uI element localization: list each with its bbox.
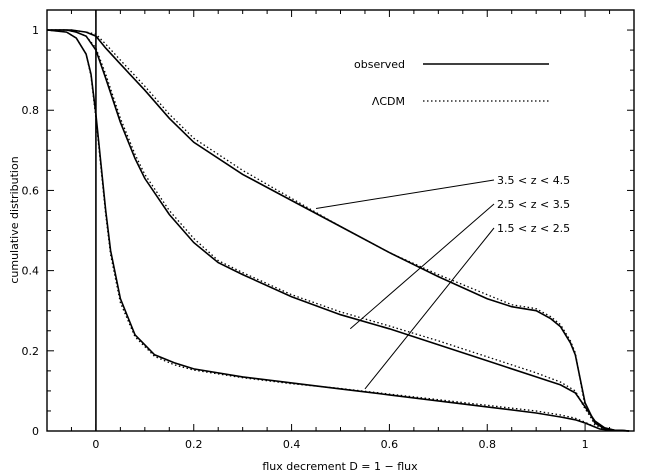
annotation-pointer-line <box>315 179 495 209</box>
ticks-group: 0 0.2 0.4 0.6 0.8 1 0 0.2 0.4 0.6 0.8 1 <box>22 9 635 451</box>
lcdm-curve-3 <box>47 29 630 432</box>
redshift-label: 3.5 < z < 4.5 <box>497 174 570 187</box>
y-tick-label: 1 <box>32 24 39 37</box>
observed-curve-1 <box>46 29 630 432</box>
x-tick-label: 0.2 <box>185 438 203 451</box>
redshift-label: 2.5 < z < 3.5 <box>497 198 570 211</box>
y-tick-label: 0.8 <box>22 104 40 117</box>
annotation-pointer-line <box>364 227 495 390</box>
legend-label: ΛCDM <box>372 95 405 108</box>
x-tick-label: 0 <box>92 438 99 451</box>
y-tick-label: 0 <box>32 425 39 438</box>
y-tick-label: 0.6 <box>22 184 40 197</box>
redshift-label: 1.5 < z < 2.5 <box>497 222 570 235</box>
legend-label: observed <box>354 58 405 71</box>
annotation-pointer-line <box>349 203 495 330</box>
x-tick-label: 0.8 <box>479 438 497 451</box>
y-tick-label: 0.2 <box>22 345 40 358</box>
x-axis-title: flux decrement D = 1 − flux <box>262 460 418 473</box>
x-tick-label: 0.6 <box>381 438 399 451</box>
y-tick-label: 0.4 <box>22 265 40 278</box>
annotations-group: 3.5 < z < 4.5 2.5 < z < 3.5 1.5 < z < 2.5 <box>315 174 570 390</box>
x-tick-label: 1 <box>582 438 589 451</box>
observed-curve-3 <box>47 29 630 432</box>
plot-frame <box>46 9 635 432</box>
legend: observed ΛCDM <box>354 58 549 108</box>
y-axis-title: cumulative distribution <box>8 156 21 283</box>
x-tick-label: 0.4 <box>283 438 301 451</box>
curves-group <box>46 29 630 432</box>
lcdm-curve-2 <box>47 29 630 432</box>
